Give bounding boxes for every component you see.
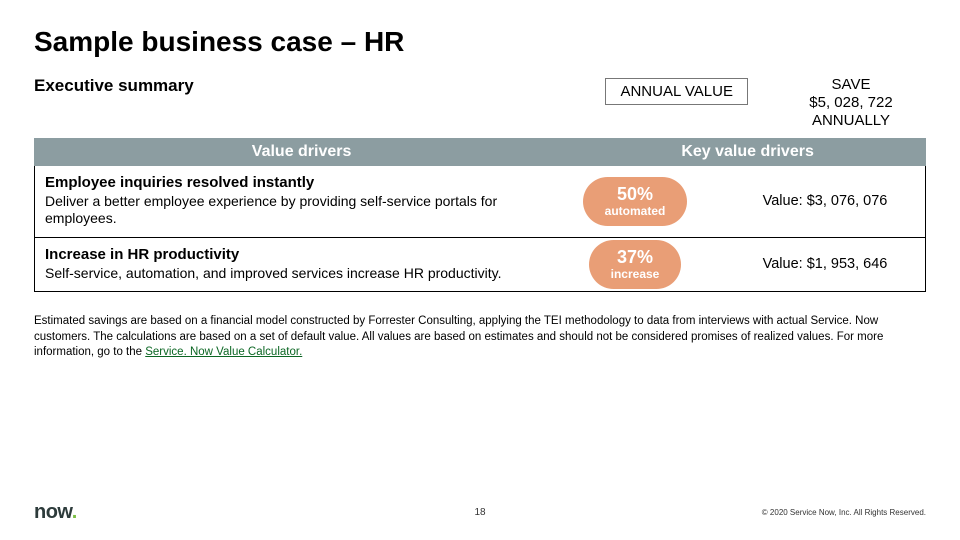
save-block: SAVE $5, 028, 722 ANNUALLY (776, 76, 926, 130)
row1-bubble: 37% increase (589, 240, 682, 289)
slide-title: Sample business case – HR (34, 26, 926, 58)
save-line2: $5, 028, 722 (776, 94, 926, 112)
row1-heading: Increase in HR productivity (45, 246, 535, 263)
row0-bubble: 50% automated (583, 177, 688, 226)
table-row: Employee inquiries resolved instantly De… (35, 166, 925, 237)
header-right: Key value drivers (569, 138, 926, 166)
row0-desc: Deliver a better employee experience by … (45, 193, 535, 227)
row0-pct: 50% (605, 185, 666, 205)
row0-heading: Employee inquiries resolved instantly (45, 174, 535, 191)
exec-row: Executive summary ANNUAL VALUE SAVE $5, … (34, 76, 926, 130)
row1-sub: increase (611, 268, 660, 281)
copyright: © 2020 Service Now, Inc. All Rights Rese… (762, 508, 926, 517)
row1-value: Value: $1, 953, 646 (725, 238, 925, 292)
value-table: Employee inquiries resolved instantly De… (34, 166, 926, 292)
footnote: Estimated savings are based on a financi… (34, 314, 926, 361)
row0-left: Employee inquiries resolved instantly De… (35, 166, 545, 237)
row0-value: Value: $3, 076, 076 (725, 166, 925, 237)
save-line3: ANNUALLY (776, 112, 926, 130)
row0-sub: automated (605, 205, 666, 218)
row1-left: Increase in HR productivity Self-service… (35, 238, 545, 292)
header-left: Value drivers (34, 138, 569, 166)
row1-desc: Self-service, automation, and improved s… (45, 265, 535, 282)
logo-dot: . (72, 501, 77, 523)
table-row: Increase in HR productivity Self-service… (35, 237, 925, 292)
exec-summary-label: Executive summary (34, 76, 605, 96)
logo: now. (34, 501, 77, 524)
row1-mid: 37% increase (545, 238, 725, 292)
header-band: Value drivers Key value drivers (34, 138, 926, 166)
footnote-link[interactable]: Service. Now Value Calculator. (145, 346, 302, 358)
row0-mid: 50% automated (545, 166, 725, 237)
annual-value-box: ANNUAL VALUE (605, 78, 748, 105)
footer: now. 18 © 2020 Service Now, Inc. All Rig… (0, 501, 960, 524)
row1-pct: 37% (611, 248, 660, 268)
save-line1: SAVE (776, 76, 926, 94)
logo-text: now (34, 501, 72, 523)
page-number: 18 (474, 507, 485, 518)
